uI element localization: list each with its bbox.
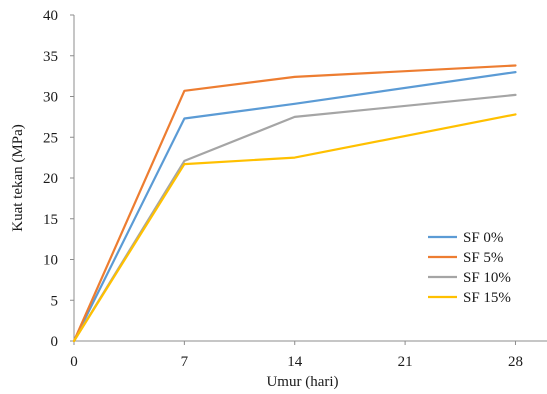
- series-lines: [72, 64, 517, 343]
- y-axis-ticks: 0 5 10 15 20 25 30 35 40: [43, 8, 74, 350]
- y-tick-label: 5: [51, 293, 59, 309]
- legend: SF 0% SF 5% SF 10% SF 15%: [428, 230, 511, 306]
- series-line-4: [72, 113, 517, 343]
- legend-label-1: SF 0%: [463, 230, 503, 246]
- x-tick-label: 28: [508, 354, 523, 370]
- y-tick-label: 35: [43, 49, 58, 65]
- y-tick-label: 0: [51, 334, 59, 350]
- x-tick-label: 0: [70, 354, 78, 370]
- y-tick-label: 20: [43, 171, 58, 187]
- x-axis-title: Umur (hari): [266, 374, 338, 390]
- legend-label-4: SF 15%: [463, 290, 511, 306]
- legend-label-2: SF 5%: [463, 250, 503, 266]
- y-tick-label: 25: [43, 130, 58, 146]
- x-tick-label: 7: [181, 354, 189, 370]
- x-tick-label: 14: [287, 354, 303, 370]
- legend-label-3: SF 10%: [463, 270, 511, 286]
- y-tick-label: 30: [43, 90, 58, 106]
- x-axis-ticks: 0 7 14 21 28: [70, 341, 523, 370]
- y-axis-title: Kuat tekan (MPa): [10, 124, 26, 231]
- series-line-1: [72, 70, 517, 343]
- x-tick-label: 21: [398, 354, 413, 370]
- y-tick-label: 40: [43, 8, 58, 24]
- series-line-2: [72, 64, 517, 343]
- series-line-3: [72, 93, 517, 343]
- y-tick-label: 10: [43, 253, 58, 269]
- y-tick-label: 15: [43, 212, 58, 228]
